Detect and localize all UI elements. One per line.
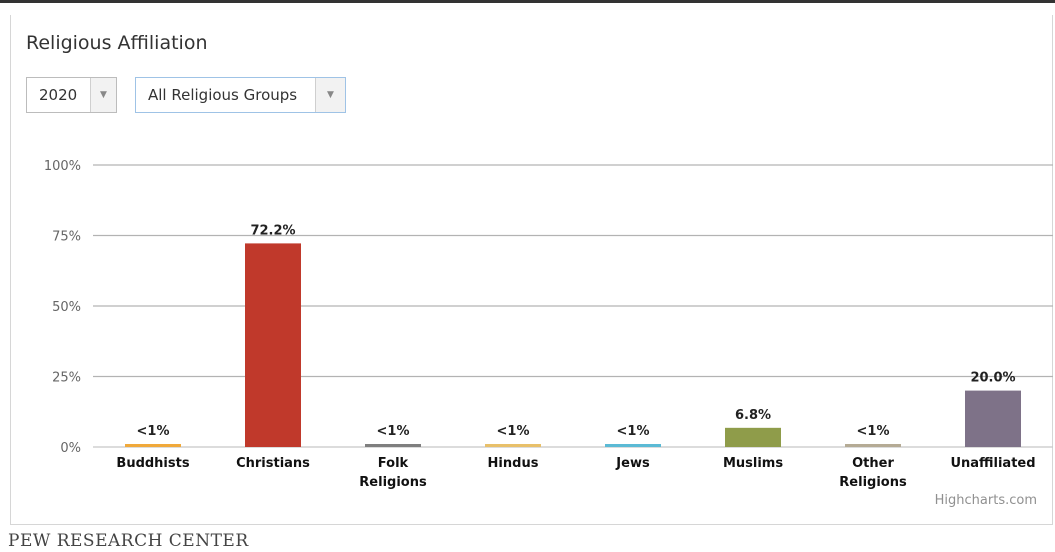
bar: [605, 444, 661, 447]
x-category-label: Jews: [615, 456, 650, 471]
bar: [485, 444, 541, 447]
y-tick-label: 100%: [44, 159, 81, 174]
highcharts-credit-link[interactable]: Highcharts.com: [934, 493, 1037, 508]
source-label: PEW RESEARCH CENTER: [8, 531, 249, 551]
x-category-label: Religions: [839, 475, 907, 490]
x-category-label: Hindus: [488, 456, 539, 471]
bar: [365, 444, 421, 447]
data-label: <1%: [377, 424, 410, 439]
chevron-down-icon[interactable]: ▼: [90, 78, 116, 112]
x-category-label: Christians: [236, 456, 310, 471]
bar: [965, 390, 1021, 447]
chart-panel: [10, 15, 1053, 525]
religious-group-select[interactable]: All Religious Groups ▼: [135, 77, 346, 113]
y-tick-label: 75%: [52, 230, 81, 245]
bar: [125, 444, 181, 447]
data-label: <1%: [617, 424, 650, 439]
y-tick-label: 50%: [52, 300, 81, 315]
data-label: 72.2%: [250, 223, 295, 238]
year-select[interactable]: 2020 ▼: [26, 77, 117, 113]
x-category-label: Religions: [359, 475, 427, 490]
bar: [725, 427, 781, 447]
y-tick-label: 0%: [60, 441, 81, 456]
bar: [845, 444, 901, 447]
x-category-label: Unaffiliated: [950, 456, 1035, 471]
data-label: 20.0%: [970, 371, 1015, 386]
bar: [245, 243, 301, 447]
x-category-label: Other: [852, 456, 894, 471]
y-tick-label: 25%: [52, 371, 81, 386]
x-category-label: Folk: [378, 456, 409, 471]
data-label: <1%: [137, 424, 170, 439]
religious-group-select-value: All Religious Groups: [148, 86, 298, 104]
chart-title: Religious Affiliation: [26, 32, 208, 54]
data-label: <1%: [857, 424, 890, 439]
data-label: 6.8%: [735, 408, 771, 423]
year-select-value: 2020: [39, 86, 78, 104]
chevron-down-icon[interactable]: ▼: [315, 78, 345, 112]
top-border: [0, 0, 1055, 3]
x-category-label: Muslims: [723, 456, 783, 471]
x-category-label: Buddhists: [116, 456, 189, 471]
data-label: <1%: [497, 424, 530, 439]
